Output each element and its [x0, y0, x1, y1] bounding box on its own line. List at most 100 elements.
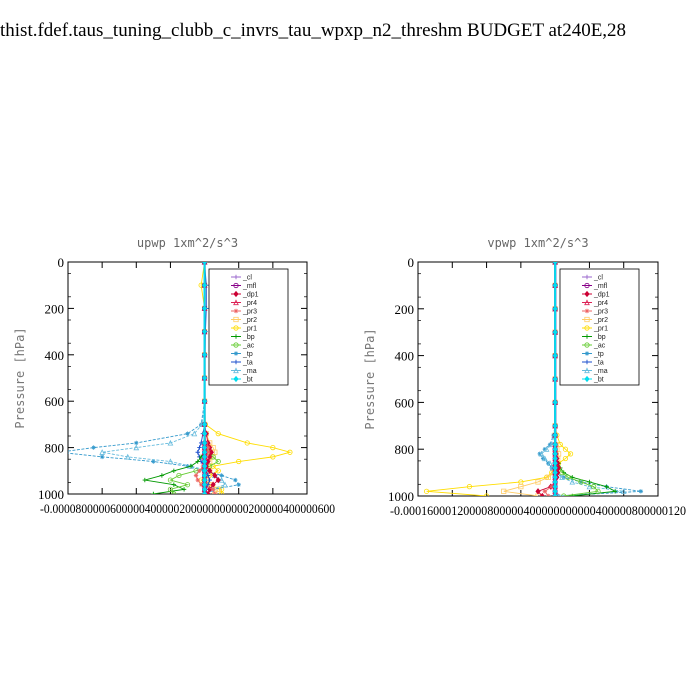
data-point [151, 459, 156, 464]
y-tick-label: 200 [45, 301, 65, 316]
data-point [546, 493, 551, 496]
legend-marker [584, 274, 590, 280]
data-point [638, 489, 644, 494]
legend-label: _dp1 [242, 292, 259, 299]
data-point [99, 449, 105, 455]
y-tick-label: 800 [395, 442, 415, 457]
data-point [545, 474, 551, 480]
data-point [539, 492, 545, 496]
data-point [567, 451, 574, 457]
data-point [195, 459, 200, 464]
data-point [212, 472, 218, 479]
data-point [133, 444, 140, 451]
data-point [151, 491, 156, 494]
data-point [184, 482, 191, 488]
data-point [537, 451, 542, 457]
data-point [236, 482, 241, 487]
data-point [207, 453, 213, 461]
data-point [91, 445, 96, 450]
legend-marker [233, 299, 239, 306]
legend-label: _cl [593, 275, 603, 282]
data-point [201, 282, 208, 289]
legend-label: _mfl [242, 283, 257, 290]
data-point [542, 489, 548, 494]
y-tick-label: 600 [45, 394, 65, 409]
series-line-bp [144, 262, 206, 494]
data-point [552, 399, 558, 406]
y-axis-label: Pressure [hPa] [13, 327, 27, 428]
legend-marker [584, 308, 590, 314]
legend-label: _pr4 [242, 300, 257, 307]
data-point [552, 352, 558, 359]
data-point [542, 455, 548, 462]
legend-label: _bt [593, 377, 604, 384]
data-point [210, 487, 216, 492]
y-tick-label: 800 [45, 441, 65, 456]
legend-marker [233, 334, 239, 339]
legend-label: _bt [242, 377, 253, 384]
legend-label: _ma [593, 368, 608, 375]
legend-marker [233, 375, 239, 383]
data-point [171, 491, 177, 494]
legend-marker [584, 359, 590, 365]
data-point [222, 481, 228, 488]
page-title: thist.fdef.taus_tuning_clubb_c_invrs_tau… [0, 20, 627, 41]
data-point [287, 449, 293, 455]
legend-label: _pr3 [593, 309, 608, 316]
data-point [201, 490, 208, 494]
legend-marker [584, 282, 590, 289]
data-point [270, 454, 276, 460]
legend-marker [584, 325, 590, 331]
panel-title: vpwp 1xm^2/s^3 [487, 236, 588, 250]
data-point [201, 305, 208, 312]
data-point [207, 467, 213, 474]
data-point [191, 430, 198, 437]
data-point [197, 445, 202, 450]
data-point [562, 455, 569, 462]
data-point [171, 482, 177, 487]
data-point [552, 329, 558, 336]
data-point [552, 375, 558, 383]
data-point [561, 493, 567, 496]
legend-marker [233, 359, 239, 365]
y-tick-label: 200 [395, 302, 415, 317]
series-layer [68, 262, 293, 494]
legend-label: _pr2 [242, 317, 257, 324]
data-point [233, 477, 238, 483]
data-point [569, 478, 576, 485]
data-point [219, 473, 224, 478]
legend-marker [584, 342, 590, 348]
data-point [559, 474, 565, 480]
legend-label: _pr1 [242, 326, 257, 333]
data-point [540, 456, 546, 461]
y-tick-label: 0 [408, 255, 415, 270]
data-point [549, 484, 554, 489]
data-point [215, 468, 221, 474]
legend-marker [233, 308, 239, 314]
legend-label: _tp [242, 351, 253, 358]
data-point [142, 477, 148, 483]
data-point [466, 484, 473, 490]
series-layer [423, 262, 644, 496]
data-point [244, 440, 250, 446]
legend-label: _pr1 [593, 326, 608, 333]
data-point [176, 472, 182, 479]
data-point [205, 445, 211, 450]
panel-upwp: 0 200 400 600 800 1000-0.00008000006000004000… [13, 236, 335, 516]
data-point [543, 446, 550, 452]
data-point [99, 454, 105, 460]
y-tick-label: 400 [395, 349, 415, 364]
series-line-pr1 [426, 262, 572, 496]
data-point [167, 439, 174, 446]
data-point [201, 262, 208, 266]
legend-label: _ta [593, 360, 604, 367]
legend-marker [584, 316, 590, 323]
data-point [501, 488, 507, 494]
plot-frame [67, 261, 308, 495]
data-point [201, 374, 208, 382]
data-point [518, 484, 524, 490]
data-point [483, 493, 490, 496]
legend-label: _ac [242, 343, 255, 350]
data-point [561, 475, 566, 480]
y-axis-label: Pressure [hPa] [363, 328, 377, 429]
